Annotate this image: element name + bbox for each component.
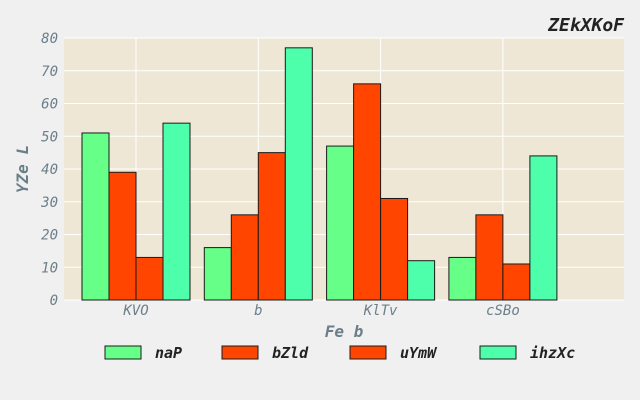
legend-label-uYmW: uYmW	[400, 344, 438, 362]
y-tick-label: 70	[41, 64, 58, 80]
legend-swatch-uYmW	[349, 345, 387, 360]
x-tick-label: KlTv	[363, 303, 398, 319]
y-tick-label: 10	[41, 260, 58, 276]
bar-ihzXc-b	[284, 47, 313, 301]
bar-bZld-cSBo	[475, 214, 504, 301]
bar-bZld-b	[230, 214, 259, 301]
bar-naP-KlTv	[326, 145, 355, 301]
bar-uYmW-cSBo	[502, 263, 531, 301]
legend-swatch-naP	[104, 345, 142, 360]
y-tick-label: 60	[41, 97, 58, 113]
bar-uYmW-KVO	[135, 256, 164, 301]
y-tick-label: 20	[41, 228, 58, 244]
legend-label-naP: naP	[155, 344, 182, 362]
y-tick-label: 40	[41, 162, 58, 178]
y-axis-label: YZe L	[13, 145, 32, 193]
bar-bZld-KlTv	[353, 83, 382, 301]
chart-title: ZEkXKoF	[547, 15, 625, 36]
bars	[81, 47, 558, 301]
legend-label-ihzXc: ihzXc	[530, 344, 575, 362]
bar-naP-b	[203, 247, 232, 301]
y-tick-labels: 0 10 20 30 40 50 60 70 80	[40, 31, 58, 309]
x-tick-label: b	[254, 303, 262, 319]
x-tick-label: KVO	[122, 303, 148, 319]
legend: naP bZld uYmW ihzXc	[104, 344, 575, 362]
y-tick-label: 0	[50, 293, 58, 309]
legend-swatch-ihzXc	[479, 345, 517, 360]
bar-ihzXc-KlTv	[407, 260, 436, 301]
bar-ihzXc-cSBo	[529, 155, 558, 301]
y-tick-label: 50	[41, 129, 58, 145]
bar-uYmW-KlTv	[380, 197, 409, 301]
x-tick-label: cSBo	[486, 303, 520, 319]
legend-label-bZld: bZld	[272, 344, 309, 362]
bar-bZld-KVO	[108, 171, 137, 301]
x-tick-labels: KVO b KlTv cSBo	[122, 303, 519, 319]
bar-naP-cSBo	[448, 256, 477, 301]
y-tick-label: 80	[41, 31, 58, 47]
bar-uYmW-b	[257, 152, 286, 301]
bar-naP-KVO	[81, 132, 110, 301]
legend-swatch-bZld	[221, 345, 259, 360]
bar-ihzXc-KVO	[162, 122, 191, 301]
x-axis-label: Fe b	[325, 322, 364, 341]
y-tick-label: 30	[40, 195, 58, 211]
